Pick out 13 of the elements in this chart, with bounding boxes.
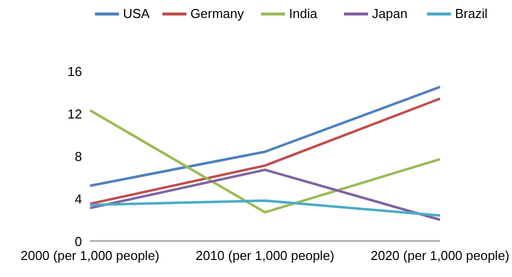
legend-label: India xyxy=(289,6,318,21)
x-tick-label: 2000 (per 1,000 people) xyxy=(20,248,160,263)
x-tick-label: 2020 (per 1,000 people) xyxy=(370,248,510,263)
y-tick-label: 12 xyxy=(68,106,82,122)
legend-label: Japan xyxy=(372,6,408,21)
legend-label: Germany xyxy=(190,6,244,21)
x-tick-label: 2010 (per 1,000 people) xyxy=(196,248,334,263)
legend-label: USA xyxy=(123,6,150,21)
y-tick-label: 4 xyxy=(74,192,82,206)
y-tick-label: 8 xyxy=(74,149,82,164)
legend-label: Brazil xyxy=(455,6,488,21)
y-tick-label: 16 xyxy=(68,64,82,79)
y-tick-label: 0 xyxy=(74,234,82,249)
